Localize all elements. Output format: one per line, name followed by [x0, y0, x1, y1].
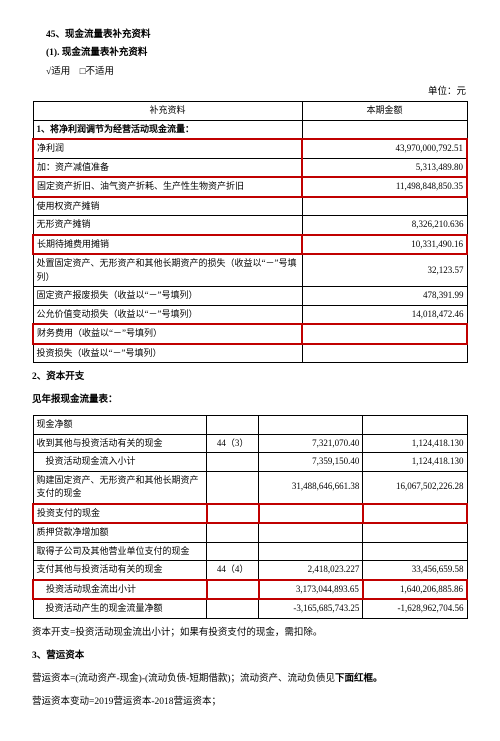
row-invloss-label: 投资损失（收益以“－”号填列） [33, 344, 302, 363]
section-row: 1、将净利润调节为经营活动现金流量： [33, 120, 302, 139]
row-othinv-code: 44（3） [207, 434, 259, 453]
row-right-val [302, 197, 467, 216]
row-purchase-b: 16,067,502,226.28 [363, 471, 467, 504]
heading-1: (1). 现金流量表补充资料 [46, 46, 468, 60]
row-subsid-label: 取得子公司及其他营业单位支付的现金 [33, 542, 207, 561]
empty-cell [207, 471, 259, 504]
applicable-check: √适用 □不适用 [46, 65, 468, 79]
empty-cell [363, 504, 467, 524]
section3-title: 3、营运资本 [32, 648, 468, 665]
row-intang-label: 无形资产摊销 [33, 216, 302, 235]
row-invnet-label: 投资活动产生的现金流量净额 [33, 599, 207, 618]
row-impair-label: 加：资产减值准备 [33, 158, 302, 177]
row-fascrap-label: 固定资产报废损失（收益以“－”号填列） [33, 287, 302, 306]
row-longexp-label: 长期待摊费用摊销 [33, 235, 302, 255]
row-pledge-label: 质押贷款净增加额 [33, 523, 207, 542]
row-purchase-label: 购建固定资产、无形资产和其他长期资产支付的现金 [33, 471, 207, 504]
row-invnet-a: -3,165,685,743.25 [259, 599, 363, 618]
capex-note: 资本开支=投资活动现金流出小计；如果有投资支付的现金，需扣除。 [32, 625, 468, 642]
row-fascrap-val: 478,391.99 [302, 287, 467, 306]
row-othpay-a: 2,418,023.227 [259, 561, 363, 580]
col-header-left: 补充资料 [33, 102, 302, 121]
row-purchase-a: 31,488,646,661.38 [259, 471, 363, 504]
row-inflow-a: 7,359,150.40 [259, 453, 363, 472]
empty-cell [207, 599, 259, 618]
row-invloss-val [302, 344, 467, 363]
wc-def-a: 营运资本=(流动资产-现金)-(流动负债-短期借款)；流动资产、流动负债见 [32, 674, 335, 684]
empty-cell [259, 504, 363, 524]
empty-cell [207, 453, 259, 472]
row-right-label: 使用权资产摊销 [33, 197, 302, 216]
empty-cell [207, 580, 259, 600]
row-dep-label: 固定资产折旧、油气资产折耗、生产性生物资产折旧 [33, 177, 302, 197]
heading-45: 45、现金流量表补充资料 [46, 28, 468, 42]
empty-cell [207, 416, 259, 435]
section2-sub: 见年报现金流量表： [32, 392, 468, 409]
row-disposal-val: 32,123.57 [302, 254, 467, 287]
row-inflow-b: 1,124,418.130 [363, 453, 467, 472]
row-fairval-label: 公允价值变动损失（收益以“－”号填列） [33, 305, 302, 324]
row-othinv-label: 收到其他与投资活动有关的现金 [33, 434, 207, 453]
row-othpay-code: 44（4） [207, 561, 259, 580]
empty-cell [207, 542, 259, 561]
empty-cell [302, 120, 467, 139]
row-othpay-b: 33,456,659.58 [363, 561, 467, 580]
empty-cell [207, 504, 259, 524]
col-header-right: 本期金额 [302, 102, 467, 121]
empty-cell [363, 523, 467, 542]
row-fairval-val: 14,018,472.46 [302, 305, 467, 324]
wc-def: 营运资本=(流动资产-现金)-(流动负债-短期借款)；流动资产、流动负债见下面红… [32, 671, 468, 688]
row-impair-val: 5,313,489.80 [302, 158, 467, 177]
row-finexp-label: 财务费用（收益以“－”号填列） [33, 324, 302, 344]
empty-cell [363, 542, 467, 561]
row-outflow-a: 3,173,044,893.65 [259, 580, 363, 600]
row-netprofit-val: 43,970,000,792.51 [302, 139, 467, 158]
unit-label: 单位：元 [32, 85, 468, 99]
wc-change: 营运资本变动=2019营运资本-2018营运资本； [32, 694, 468, 711]
cashflow-table: 现金净额 收到其他与投资活动有关的现金 44（3） 7,321,070.40 1… [32, 415, 468, 619]
row-othinv-b: 1,124,418.130 [363, 434, 467, 453]
supplementary-table: 补充资料 本期金额 1、将净利润调节为经营活动现金流量： 净利润 43,970,… [32, 101, 468, 363]
empty-cell [259, 542, 363, 561]
row-outflow-label: 投资活动现金流出小计 [33, 580, 207, 600]
row-cashnet-label: 现金净额 [33, 416, 207, 435]
row-netprofit-label: 净利润 [33, 139, 302, 158]
row-outflow-b: 1,640,206,885.86 [363, 580, 467, 600]
row-othinv-a: 7,321,070.40 [259, 434, 363, 453]
empty-cell [259, 523, 363, 542]
row-longexp-val: 10,331,490.16 [302, 235, 467, 255]
row-dep-val: 11,498,848,850.35 [302, 177, 467, 197]
empty-cell [259, 416, 363, 435]
row-intang-val: 8,326,210.636 [302, 216, 467, 235]
row-inflow-label: 投资活动现金流入小计 [33, 453, 207, 472]
section2-title: 2、资本开支 [32, 369, 468, 386]
wc-def-b: 下面红框。 [335, 674, 383, 684]
row-othpay-label: 支付其他与投资活动有关的现金 [33, 561, 207, 580]
row-finexp-val [302, 324, 467, 344]
row-invnet-b: -1,628,962,704.56 [363, 599, 467, 618]
empty-cell [207, 523, 259, 542]
empty-cell [363, 416, 467, 435]
row-disposal-label: 处置固定资产、无形资产和其他长期资产的损失（收益以“－”号填列） [33, 254, 302, 287]
row-invpay-label: 投资支付的现金 [33, 504, 207, 524]
